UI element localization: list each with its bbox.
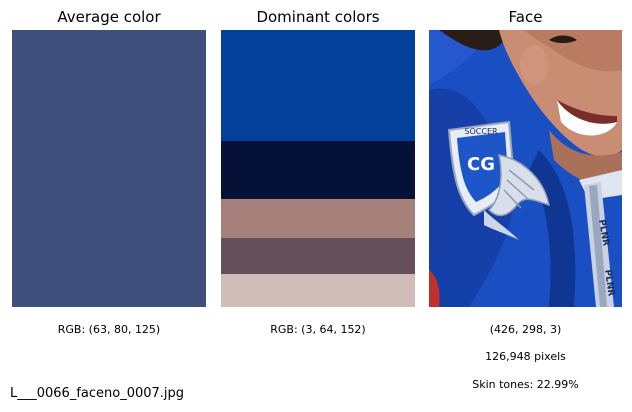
dominant-colors-title: Dominant colors (256, 8, 380, 26)
skin-tones-caption: Skin tones: 22.99% (472, 378, 579, 391)
dominant-color-band (221, 141, 415, 199)
dominant-color-band (221, 274, 415, 307)
average-color-caption: RGB: (63, 80, 125) (57, 323, 161, 336)
lanyard-text: PLNR (596, 219, 611, 247)
face-image: PLNR PLNR SOCCER CG (429, 30, 622, 307)
lanyard-text-2: PLNR (602, 269, 616, 297)
dominant-color-band (221, 199, 415, 238)
dominant-color-band (221, 30, 415, 141)
average-color-swatch (12, 30, 206, 307)
badge-top-text: SOCCER (464, 127, 498, 136)
dominant-color-caption: RGB: (3, 64, 152) (270, 323, 366, 336)
face-dimensions-caption: (426, 298, 3) (489, 323, 562, 336)
filename-label: L___0066_faceno_0007.jpg (10, 386, 185, 401)
dominant-colors-swatch (221, 30, 415, 307)
average-color-title: Average color (57, 8, 161, 26)
face-title: Face (508, 8, 543, 26)
face-pixels-caption: 126,948 pixels (485, 350, 566, 363)
dominant-color-band (221, 238, 415, 274)
badge-main-text: CG (467, 154, 495, 175)
